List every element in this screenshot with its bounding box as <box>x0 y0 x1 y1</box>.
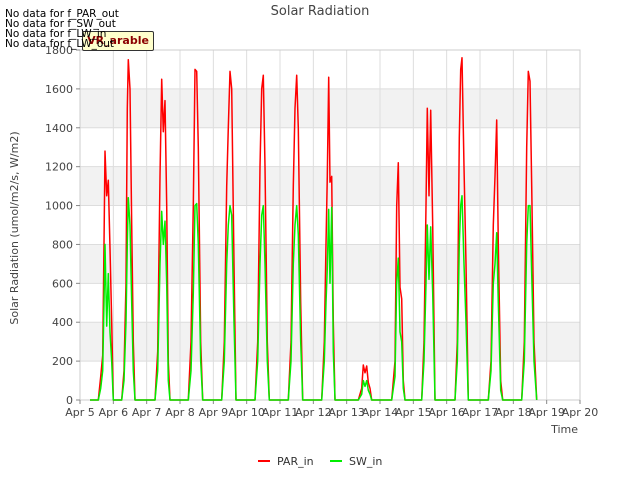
x-tick-label: Apr 13 <box>328 406 365 419</box>
no-data-message-1: No data for f_PAR_out <box>5 8 119 20</box>
y-tick-label: 1800 <box>45 44 73 57</box>
x-tick-label: Apr 20 <box>562 406 599 419</box>
y-tick-label: 800 <box>52 238 73 251</box>
no-data-message-2: No data for f_SW_out <box>5 18 116 30</box>
series-line-sw-in <box>90 195 538 401</box>
y-tick-label: 1200 <box>45 161 73 174</box>
x-tick-label: Apr 15 <box>395 406 432 419</box>
x-tick-label: Apr 17 <box>462 406 499 419</box>
y-tick-label: 200 <box>52 355 73 368</box>
no-data-message-3: No data for f_LW_in <box>5 28 107 40</box>
x-tick-label: Apr 14 <box>362 406 399 419</box>
legend-label-sw-in: SW_in <box>349 455 382 468</box>
chart-title: Solar Radiation <box>271 4 370 19</box>
y-tick-label: 1400 <box>45 122 73 135</box>
y-tick-label: 1000 <box>45 200 73 213</box>
x-tick-label: Apr 6 <box>99 406 129 419</box>
x-tick-label: Apr 9 <box>199 406 229 419</box>
no-data-message-4: No data for f_LW_out <box>5 38 115 50</box>
legend: PAR_in SW_in <box>258 455 382 468</box>
site-badge: VR_arable <box>82 31 154 51</box>
x-tick-label: Apr 18 <box>495 406 532 419</box>
y-tick-label: 1600 <box>45 83 73 96</box>
x-tick-label: Apr 7 <box>132 406 162 419</box>
x-tick-label: Apr 11 <box>262 406 299 419</box>
x-tick-label: Apr 12 <box>295 406 332 419</box>
grid-band <box>80 322 580 362</box>
y-tick-label: 0 <box>66 394 73 407</box>
y-axis-label: Solar Radiation (umol/m2/s, W/m2) <box>8 131 21 324</box>
y-tick-label: 600 <box>52 277 73 290</box>
x-tick-label: Apr 10 <box>228 406 265 419</box>
x-tick-label: Apr 19 <box>528 406 565 419</box>
plot-frame <box>79 49 581 401</box>
x-tick-label: Apr 5 <box>65 406 95 419</box>
x-axis-label: Time <box>550 423 578 436</box>
y-axis-ticks: 0 200 400 600 800 1000 1200 1400 1600 1800 <box>45 44 80 407</box>
x-tick-label: Apr 8 <box>165 406 195 419</box>
x-tick-label: Apr 16 <box>428 406 465 419</box>
legend-label-par-in: PAR_in <box>277 455 314 468</box>
series-lines <box>90 57 538 401</box>
y-tick-label: 400 <box>52 316 73 329</box>
